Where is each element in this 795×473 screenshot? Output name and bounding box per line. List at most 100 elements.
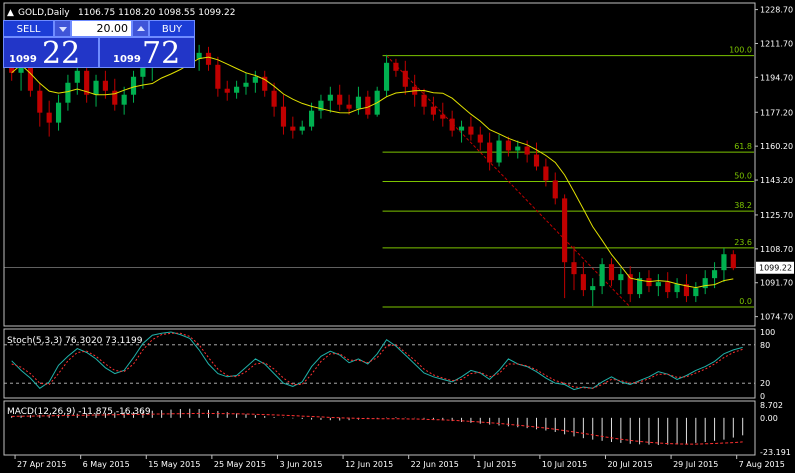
- symbol-label: GOLD,Daily: [18, 8, 70, 18]
- time-tick-label: 27 Apr 2015: [17, 460, 66, 469]
- lot-decrease-arrow-icon[interactable]: [54, 20, 71, 37]
- price-tick-label: 1177.20: [760, 108, 793, 117]
- candle-body: [571, 262, 577, 275]
- candle-body: [196, 52, 202, 59]
- bid-quote[interactable]: 1099 22: [3, 36, 99, 71]
- macd-axis-label: 8.702: [760, 401, 783, 410]
- candle-body: [55, 102, 62, 123]
- candle-body: [299, 126, 305, 131]
- time-tick-label: 12 Jun 2015: [345, 460, 393, 469]
- ask-pips: 72: [142, 36, 181, 71]
- price-tick-label: 1194.70: [760, 73, 793, 82]
- bid-prefix: 1099: [9, 54, 37, 65]
- fib-level-label: 100.0: [729, 46, 752, 55]
- candle-body: [655, 282, 661, 287]
- time-tick-label: 10 Jul 2015: [542, 460, 587, 469]
- fib-level-label: 61.8: [734, 142, 752, 151]
- candle-body: [205, 52, 212, 65]
- stochastic-label: Stoch(5,3,3) 76.3020 73.1199: [7, 336, 143, 346]
- stoch-axis-label: 100: [760, 328, 775, 337]
- time-tick-label: 6 May 2015: [83, 460, 130, 469]
- macd-axis-label: -23.191: [760, 448, 791, 457]
- fib-level-label: 23.6: [734, 238, 752, 247]
- candle-body: [430, 106, 436, 115]
- moving-average-line: [11, 56, 734, 289]
- buy-button[interactable]: BUY: [149, 20, 195, 37]
- candle-body: [637, 278, 643, 295]
- candle-body: [243, 82, 249, 87]
- stoch-axis-label: 20: [760, 379, 770, 388]
- panel-border: [3, 328, 756, 399]
- price-tick-label: 1211.70: [760, 39, 793, 48]
- macd-signal-line: [11, 412, 743, 445]
- candle-body: [309, 110, 315, 127]
- time-tick-label: 29 Jul 2015: [673, 460, 718, 469]
- price-tick-label: 1125.70: [760, 211, 793, 220]
- candle-body: [365, 96, 371, 115]
- candle-body: [477, 134, 483, 143]
- candle-body: [533, 154, 540, 167]
- price-tick-label: 1091.70: [760, 279, 793, 288]
- candle-body: [674, 284, 680, 293]
- candle-body: [468, 126, 474, 135]
- candle-body: [65, 82, 71, 103]
- candle-body: [552, 180, 558, 199]
- candle-body: [121, 94, 127, 105]
- candle-body: [402, 70, 408, 87]
- price-tick-label: 1143.20: [760, 176, 793, 185]
- candle-body: [215, 64, 221, 89]
- candle-body: [590, 286, 596, 291]
- panel-border: [3, 2, 756, 327]
- fib-trendline: [386, 55, 631, 308]
- candle-body: [290, 126, 296, 131]
- candle-body: [496, 140, 502, 163]
- candle-body: [346, 104, 352, 109]
- candle-body: [393, 62, 399, 71]
- candle-body: [262, 76, 268, 91]
- candle-body: [580, 274, 586, 291]
- candle-body: [130, 76, 137, 95]
- time-tick-label: 25 May 2015: [214, 460, 266, 469]
- ask-prefix: 1099: [113, 54, 141, 65]
- candle-body: [440, 114, 446, 119]
- bid-pips: 22: [42, 36, 81, 71]
- sell-button[interactable]: SELL: [3, 20, 54, 37]
- candle-body: [458, 126, 465, 131]
- price-tick-label: 1108.70: [760, 245, 793, 254]
- candle-body: [271, 90, 277, 107]
- stoch-axis-label: 0: [760, 392, 765, 401]
- candle-body: [37, 90, 43, 113]
- macd-axis-label: 0.00: [760, 414, 778, 423]
- candle-body: [711, 270, 718, 279]
- candle-body: [46, 112, 52, 123]
- fib-level-label: 38.2: [734, 201, 752, 210]
- candle-body: [337, 94, 343, 105]
- candle-body: [515, 146, 521, 151]
- candle-body: [327, 94, 333, 101]
- time-tick-label: 3 Jun 2015: [279, 460, 322, 469]
- candle-body: [102, 80, 108, 91]
- price-tick-label: 1228.70: [760, 6, 793, 15]
- candle-body: [693, 288, 699, 297]
- time-tick-label: 1 Jul 2015: [476, 460, 516, 469]
- ask-quote[interactable]: 1099 72: [99, 36, 195, 71]
- candle-body: [702, 278, 708, 289]
- candle-body: [112, 90, 118, 105]
- time-tick-label: 20 Jul 2015: [607, 460, 652, 469]
- price-tick-label: 1074.70: [760, 313, 793, 322]
- lot-size-input[interactable]: [71, 20, 132, 37]
- ohlc-values: 1106.75 1108.20 1098.55 1099.22: [78, 8, 235, 18]
- chart-header-arrow-icon: ▲: [7, 8, 14, 18]
- candle-body: [421, 94, 427, 107]
- candle-body: [318, 100, 324, 111]
- current-price-label: 1099.22: [759, 264, 792, 273]
- candle-body: [730, 254, 736, 269]
- current-price-box: [756, 261, 794, 274]
- macd-label: MACD(12,26,9) -11.875 -16.369: [7, 407, 151, 417]
- candle-body: [608, 264, 615, 281]
- lot-increase-arrow-icon[interactable]: [132, 20, 149, 37]
- candle-body: [599, 264, 605, 287]
- candle-body: [721, 254, 727, 271]
